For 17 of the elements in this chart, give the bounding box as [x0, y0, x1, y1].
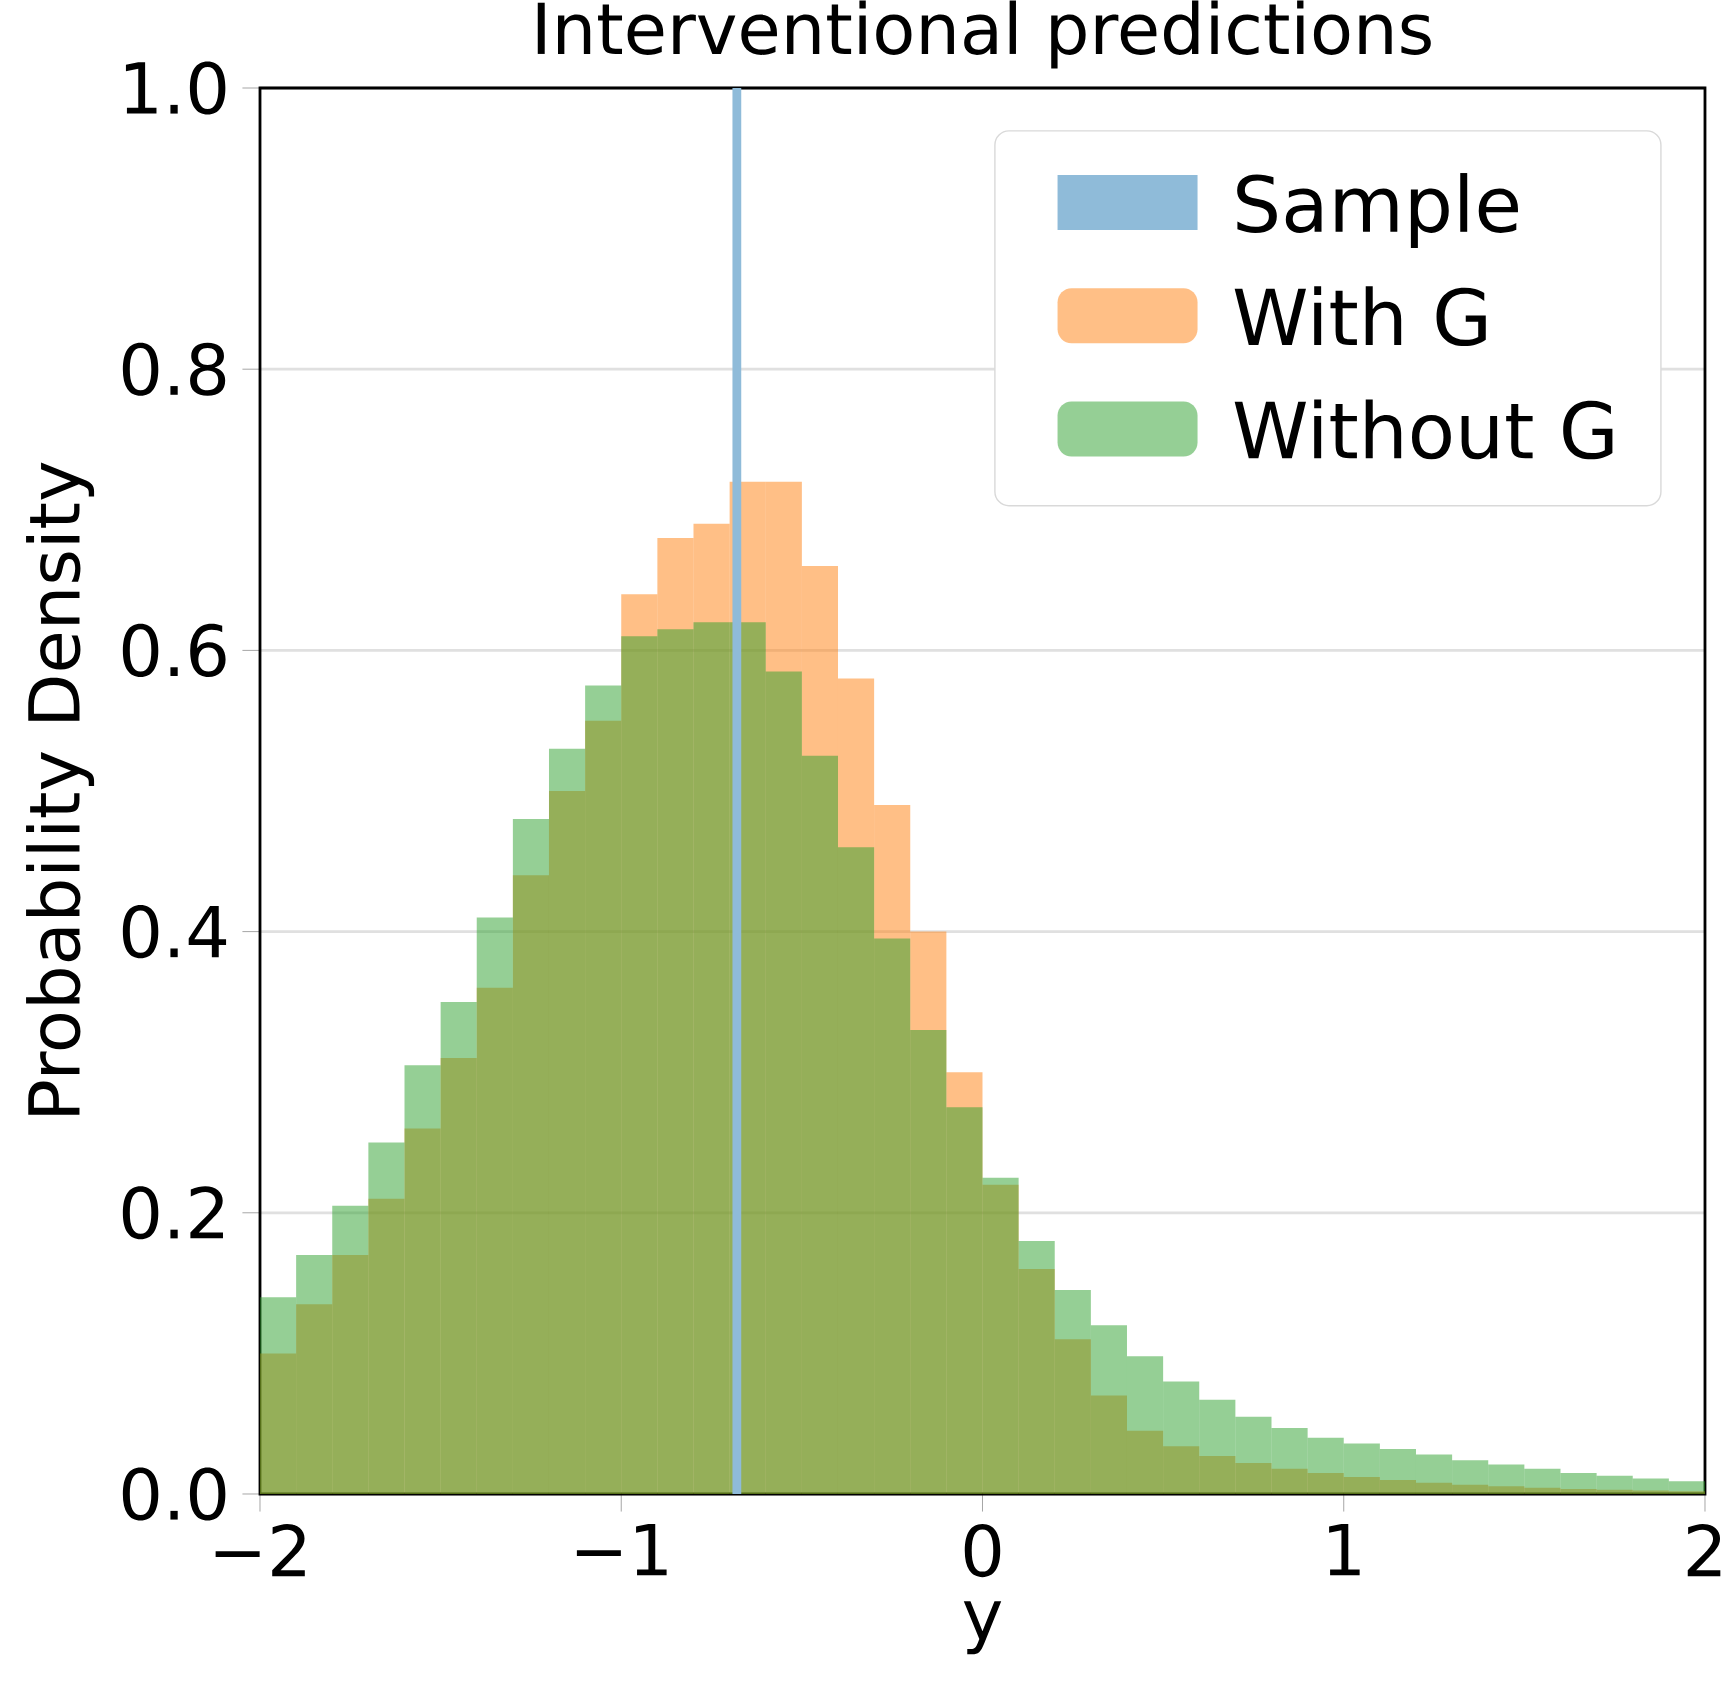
x-tick-label: −1	[576, 1524, 667, 1576]
y-tick-label: 0.6	[122, 623, 226, 677]
y-tick-label: 1.0	[125, 61, 226, 115]
chart-title: Interventional predictions	[537, 0, 1431, 69]
y-axis-title: Probability Density	[26, 462, 95, 1115]
x-tick-label: −2	[215, 1524, 305, 1577]
legend-label: Sample	[1237, 173, 1518, 248]
legend-label: Without G	[1234, 399, 1613, 460]
x-axis-title: y	[963, 1601, 1002, 1655]
x-tick-label: 2	[1687, 1524, 1721, 1577]
y-tick-label: 0.0	[122, 1467, 226, 1521]
y-tick-label: 0.2	[122, 1186, 223, 1240]
y-tick-label: 0.8	[122, 342, 226, 396]
y-tick-label: 0.4	[122, 905, 227, 959]
legend-label: With G	[1234, 286, 1486, 347]
x-tick-label: 0	[964, 1524, 1001, 1578]
x-tick-label: 1	[1329, 1524, 1360, 1576]
